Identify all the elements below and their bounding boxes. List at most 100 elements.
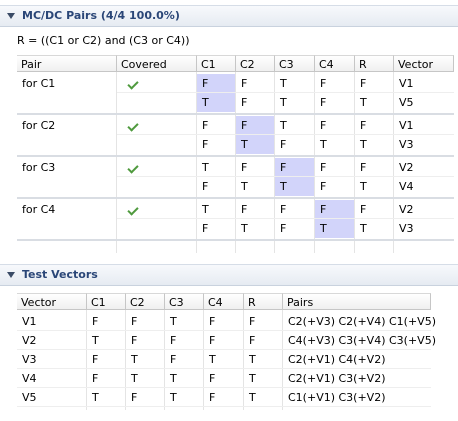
value-cell: F (92, 315, 99, 328)
row-line (117, 92, 454, 93)
grid-line (314, 72, 315, 253)
grid-line (196, 72, 197, 253)
collapse-triangle-icon[interactable] (7, 13, 15, 19)
cell-c2: F (241, 203, 248, 216)
cell-c3: F (280, 203, 287, 216)
grid-line (86, 310, 87, 410)
cell-r: F (360, 161, 367, 174)
value-cell: F (170, 353, 177, 366)
cell-c1: F (202, 180, 209, 193)
column-header-c2[interactable]: C2 (126, 293, 165, 310)
value-cell: F (209, 391, 216, 404)
cell-vector: V4 (399, 180, 414, 193)
cell-c2: T (236, 135, 274, 154)
column-header-c2[interactable]: C2 (236, 55, 275, 72)
column-header-vector[interactable]: Vector (394, 55, 454, 72)
value-cell: T (131, 372, 138, 385)
mcdc-section-title: MC/DC Pairs (4/4 100.0%) (22, 9, 180, 22)
cell-c1: F (202, 138, 209, 151)
cell-c4: F (320, 119, 327, 132)
vector-id: V3 (22, 353, 37, 366)
pairs-cell: C2(+V1) C4(+V2) (288, 353, 386, 366)
check-mark-icon (127, 120, 139, 132)
cell-c4: T (315, 219, 354, 238)
value-cell: F (249, 334, 256, 347)
column-header-c1[interactable]: C1 (197, 55, 236, 72)
cell-c4: T (320, 138, 327, 151)
column-header-covered[interactable]: Covered (117, 55, 197, 72)
cell-c2: F (236, 116, 274, 135)
vector-id: V4 (22, 372, 37, 385)
value-cell: T (249, 372, 256, 385)
grid-line (282, 310, 283, 410)
mcdc-pairs-table: Pair Covered C1 C2 C3 C4 R Vector for C1 F F T F F V1 T… (17, 55, 454, 253)
grid-line (354, 72, 355, 253)
row-line (117, 218, 454, 219)
value-cell: F (131, 334, 138, 347)
cell-r: T (360, 138, 367, 151)
vectors-section-header[interactable]: Test Vectors (0, 264, 458, 286)
pair-label: for C4 (22, 203, 56, 216)
value-cell: F (209, 372, 216, 385)
value-cell: F (131, 391, 138, 404)
column-header-r[interactable]: R (244, 293, 283, 310)
cell-r: F (360, 119, 367, 132)
cell-c4: F (315, 200, 354, 219)
column-header-c4[interactable]: C4 (315, 55, 355, 72)
cell-c3: F (280, 222, 287, 235)
cell-c2: F (241, 77, 248, 90)
value-cell: F (131, 315, 138, 328)
cell-c4: F (320, 180, 327, 193)
cell-c3: T (280, 77, 287, 90)
row-line (17, 387, 431, 388)
column-header-pair[interactable]: Pair (17, 55, 117, 72)
pairs-cell: C4(+V3) C3(+V4) C3(+V5) (288, 334, 437, 347)
pairs-cell: C1(+V1) C3(+V2) (288, 391, 386, 404)
row-line (17, 406, 431, 407)
value-cell: T (170, 391, 177, 404)
cell-c3: T (280, 96, 287, 109)
cell-c3: F (280, 138, 287, 151)
value-cell: F (170, 334, 177, 347)
check-mark-icon (127, 204, 139, 216)
mcdc-section-header[interactable]: MC/DC Pairs (4/4 100.0%) (0, 5, 458, 27)
collapse-triangle-icon[interactable] (7, 272, 15, 278)
column-header-c1[interactable]: C1 (87, 293, 126, 310)
value-cell: T (92, 334, 99, 347)
cell-r: F (360, 203, 367, 216)
cell-vector: V2 (399, 161, 414, 174)
covered-cell (117, 200, 197, 219)
grid-line (116, 72, 117, 253)
column-header-pairs[interactable]: Pairs (283, 293, 431, 310)
pair-label: for C2 (22, 119, 56, 132)
cell-r: F (360, 77, 367, 90)
pair-label: for C3 (22, 161, 56, 174)
column-header-vector[interactable]: Vector (17, 293, 87, 310)
vector-id: V2 (22, 334, 37, 347)
formula-text: R = ((C1 or C2) and (C3 or C4)) (17, 34, 190, 47)
pair-label: for C1 (22, 77, 56, 90)
cell-vector: V3 (399, 222, 414, 235)
group-separator (17, 197, 454, 199)
row-line (17, 349, 431, 350)
grid-line (235, 72, 236, 253)
column-header-c4[interactable]: C4 (204, 293, 244, 310)
vector-id: V1 (22, 315, 37, 328)
grid-line (125, 310, 126, 410)
column-header-c3[interactable]: C3 (165, 293, 204, 310)
value-cell: F (209, 334, 216, 347)
row-line (17, 330, 431, 331)
cell-c3: T (280, 119, 287, 132)
value-cell: F (249, 315, 256, 328)
row-line (17, 368, 431, 369)
column-header-c3[interactable]: C3 (275, 55, 315, 72)
cell-c4: F (320, 77, 327, 90)
test-vectors-table: Vector C1 C2 C3 C4 R Pairs V1 F F T F F C2(+V3) C2(+V… (17, 293, 437, 413)
grid-line (274, 72, 275, 253)
value-cell: F (92, 353, 99, 366)
cell-r: T (360, 96, 367, 109)
cell-c1: F (202, 222, 209, 235)
cell-c1: T (197, 93, 235, 112)
group-separator (17, 113, 454, 115)
column-header-r[interactable]: R (355, 55, 394, 72)
